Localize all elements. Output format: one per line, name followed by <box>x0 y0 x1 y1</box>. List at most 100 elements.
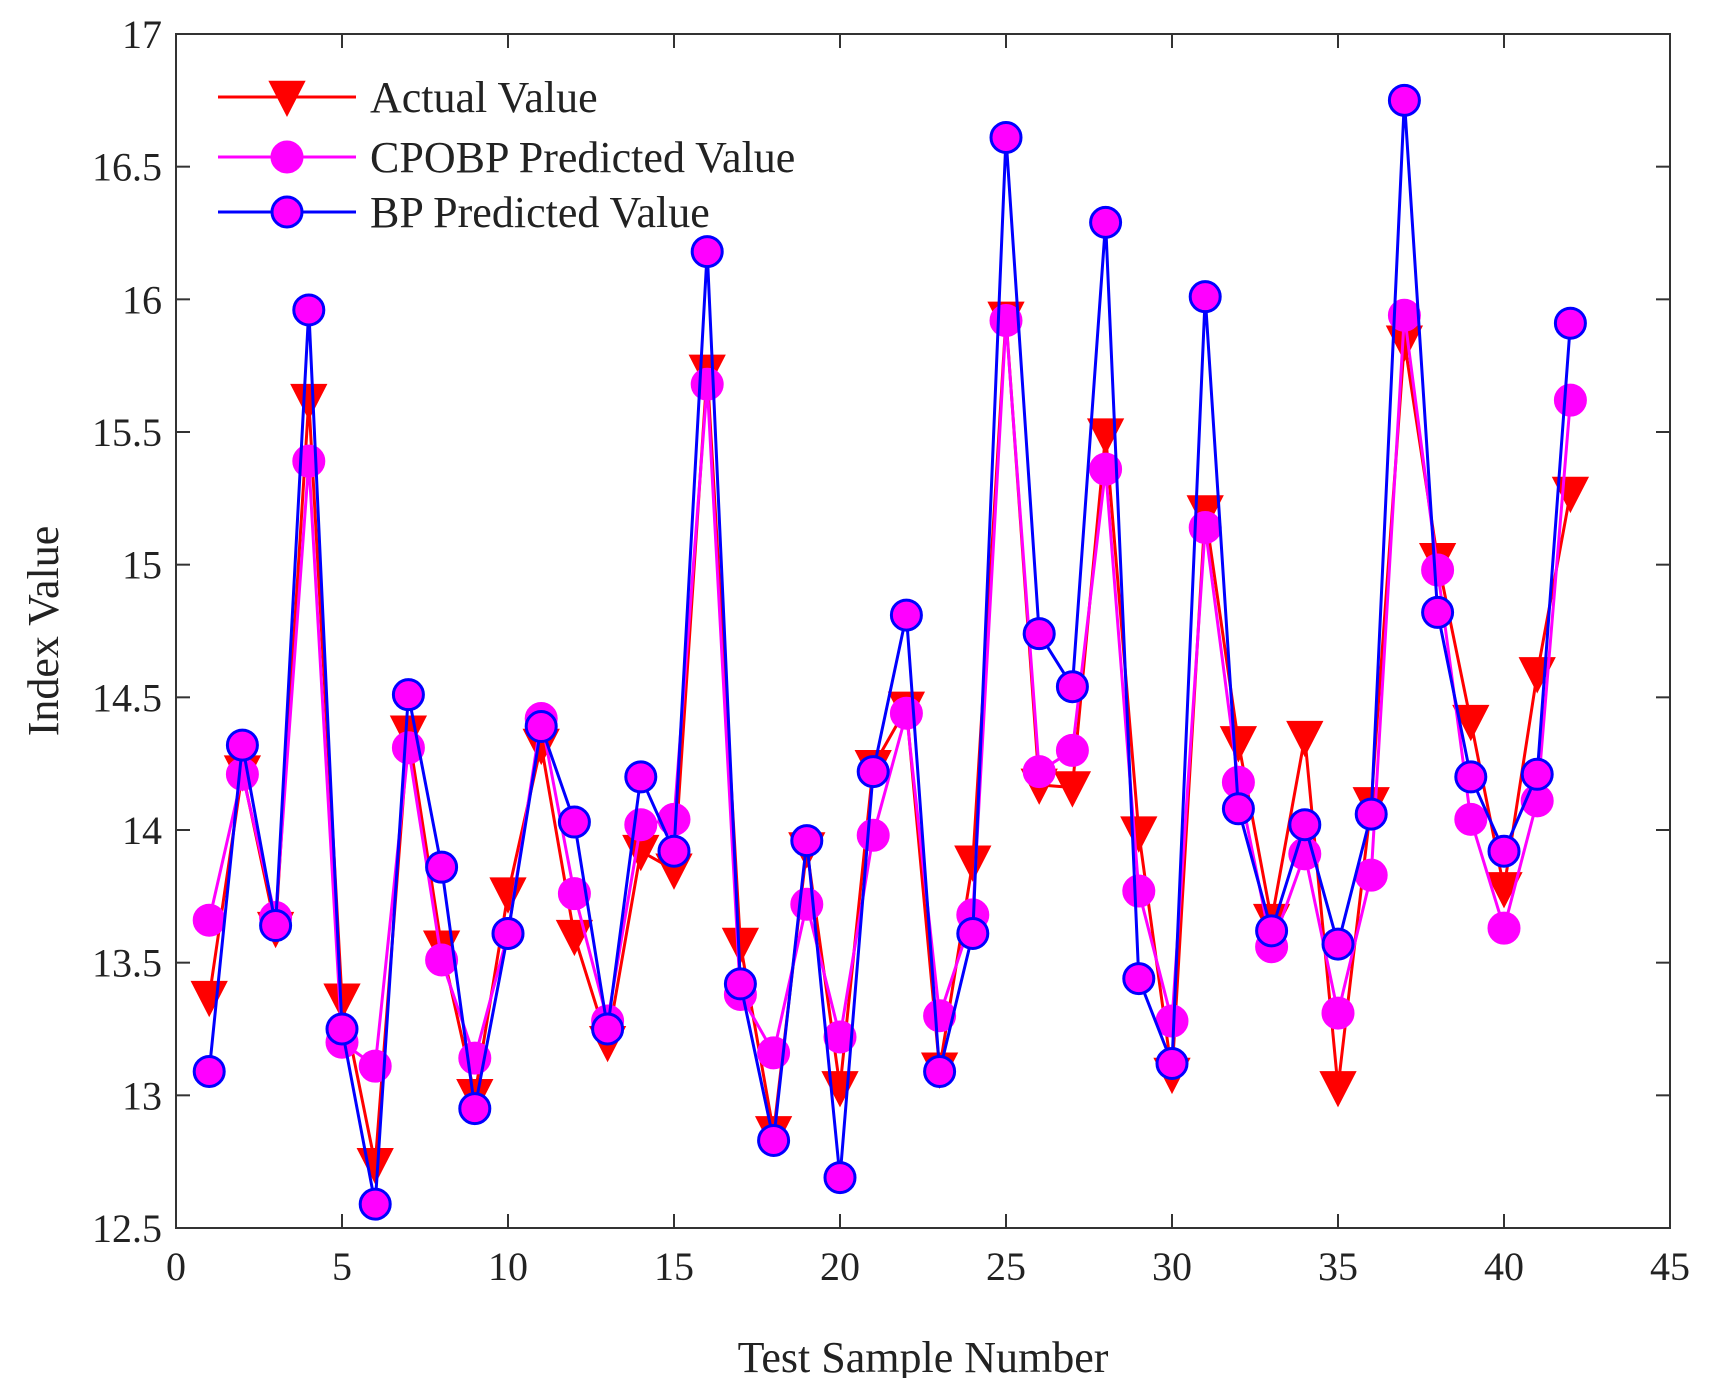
data-point <box>1219 726 1258 763</box>
data-point <box>1321 996 1355 1030</box>
data-point <box>591 1012 625 1046</box>
legend-marker <box>268 80 306 118</box>
x-tick-label: 25 <box>986 1244 1026 1289</box>
data-point <box>225 728 259 762</box>
x-tick-label: 15 <box>654 1244 694 1289</box>
data-point <box>225 757 259 791</box>
data-point <box>923 999 957 1033</box>
data-point <box>856 755 890 789</box>
data-point <box>1354 858 1388 892</box>
data-point <box>1421 595 1455 629</box>
data-point <box>723 967 757 1001</box>
data-point <box>956 916 990 950</box>
data-point <box>1319 1071 1357 1108</box>
series-line <box>207 313 1572 1068</box>
legend-item: CPOBP Predicted Value <box>218 133 795 182</box>
legend: Actual Value CPOBP Predicted Value BP Pred… <box>218 73 795 237</box>
legend-label: BP Predicted Value <box>370 188 710 237</box>
data-point <box>721 927 760 965</box>
y-axis-title: Index Value <box>19 526 68 737</box>
data-point <box>923 1054 957 1088</box>
data-point <box>290 383 328 421</box>
data-point <box>358 1187 392 1221</box>
data-point <box>1055 670 1089 704</box>
series-line <box>207 98 1572 1206</box>
data-point <box>192 1054 226 1088</box>
data-point <box>1354 797 1388 831</box>
series-line <box>207 316 1572 1166</box>
legend-item: Actual Value <box>218 73 598 122</box>
data-point <box>1053 771 1092 808</box>
data-point <box>1255 914 1289 948</box>
data-point <box>790 824 824 858</box>
data-point <box>458 1092 492 1126</box>
x-tick-label: 0 <box>166 1244 186 1289</box>
data-point <box>292 293 326 327</box>
data-point <box>1022 617 1056 651</box>
x-tick-label: 30 <box>1152 1244 1192 1289</box>
data-point <box>889 598 923 632</box>
data-point <box>1487 834 1521 868</box>
data-point <box>425 850 459 884</box>
data-point <box>690 235 724 269</box>
data-point <box>1089 452 1123 486</box>
data-point <box>954 845 992 882</box>
data-point <box>1421 553 1455 587</box>
y-axis: 12.5 13 13.5 14 14.5 15 15.5 16 16.5 17 <box>92 12 1670 1251</box>
data-point <box>790 887 824 921</box>
data-point <box>1122 874 1156 908</box>
y-tick-label: 14.5 <box>92 675 162 720</box>
data-point <box>325 1012 359 1046</box>
y-tick-label: 17 <box>122 12 162 57</box>
data-point <box>524 710 558 744</box>
data-point <box>1122 962 1156 996</box>
legend-item: BP Predicted Value <box>218 188 710 237</box>
y-tick-label: 16.5 <box>92 145 162 190</box>
x-axis-title: Test Sample Number <box>738 1333 1109 1378</box>
data-point <box>1553 306 1587 340</box>
data-point <box>259 909 293 943</box>
data-point <box>1286 720 1324 758</box>
x-tick-label: 10 <box>488 1244 528 1289</box>
y-tick-label: 15.5 <box>92 410 162 455</box>
series-bp-predicted-value <box>192 83 1587 1221</box>
data-point <box>1022 755 1056 789</box>
data-point <box>823 1161 857 1195</box>
data-point <box>989 120 1023 154</box>
data-point <box>1089 205 1123 239</box>
data-point <box>425 943 459 977</box>
y-tick-label: 13 <box>122 1073 162 1118</box>
y-tick-label: 16 <box>122 277 162 322</box>
data-point <box>889 696 923 730</box>
data-point <box>1055 733 1089 767</box>
data-point <box>1221 792 1255 826</box>
legend-marker <box>270 195 304 229</box>
data-point <box>1321 927 1355 961</box>
y-tick-label: 12.5 <box>92 1206 162 1251</box>
data-point <box>557 805 591 839</box>
y-tick-label: 14 <box>122 808 162 853</box>
data-point <box>690 367 724 401</box>
data-point <box>1553 383 1587 417</box>
data-point <box>1288 808 1322 842</box>
plot-area <box>175 33 1671 1229</box>
data-point <box>1487 911 1521 945</box>
data-point <box>491 916 525 950</box>
data-point <box>1454 802 1488 836</box>
data-point <box>1188 280 1222 314</box>
data-point <box>1452 704 1490 742</box>
x-axis: 0 5 10 15 20 25 30 35 40 45 <box>166 34 1690 1289</box>
legend-marker <box>270 140 304 174</box>
y-tick-label: 15 <box>122 543 162 588</box>
x-tick-label: 5 <box>332 1244 352 1289</box>
data-point <box>1454 760 1488 794</box>
x-tick-label: 45 <box>1650 1244 1690 1289</box>
series-layer <box>190 83 1590 1221</box>
x-tick-label: 35 <box>1318 1244 1358 1289</box>
data-point <box>856 818 890 852</box>
data-point <box>1520 757 1554 791</box>
data-point <box>1387 83 1421 117</box>
data-point <box>624 760 658 794</box>
y-tick-label: 13.5 <box>92 941 162 986</box>
